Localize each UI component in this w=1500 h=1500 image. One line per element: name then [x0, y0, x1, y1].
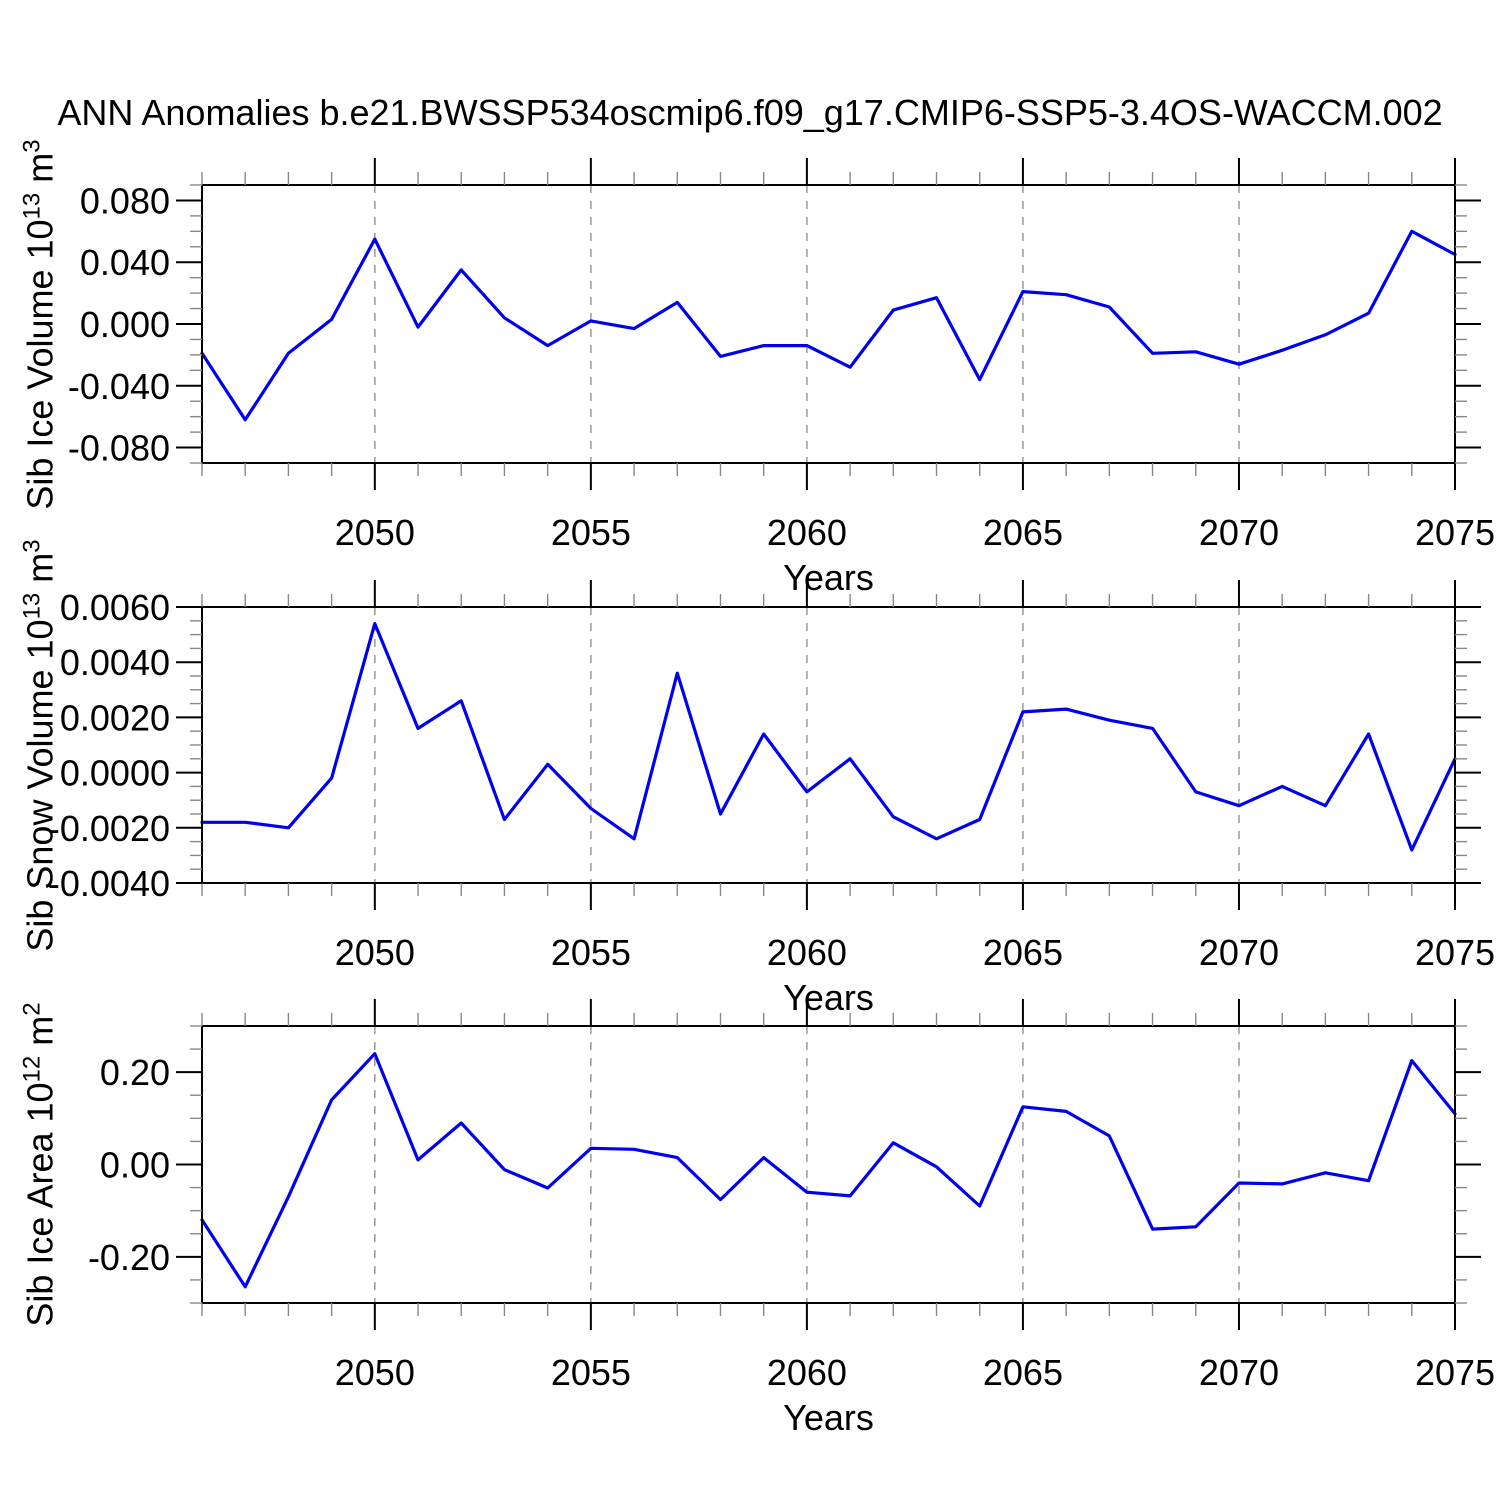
svg-text:2055: 2055 — [551, 932, 631, 973]
svg-text:2050: 2050 — [335, 1352, 415, 1393]
svg-text:2075: 2075 — [1415, 1352, 1495, 1393]
data-line-1 — [200, 621, 1457, 852]
panel-1: 0.0060 0.0040 0.0020 0.0000 -0.0020 -0.0040 20… — [48, 580, 1495, 1018]
svg-text:-0.20: -0.20 — [88, 1237, 170, 1278]
svg-text:2060: 2060 — [767, 1352, 847, 1393]
svg-text:2065: 2065 — [983, 932, 1063, 973]
svg-text:2075: 2075 — [1415, 512, 1495, 553]
svg-text:0.0060: 0.0060 — [60, 587, 170, 628]
data-line-0 — [200, 229, 1457, 422]
svg-text:2070: 2070 — [1199, 932, 1279, 973]
svg-text:Years: Years — [783, 1397, 874, 1438]
svg-text:2065: 2065 — [983, 512, 1063, 553]
svg-text:2050: 2050 — [335, 932, 415, 973]
svg-text:-0.080: -0.080 — [68, 428, 170, 469]
svg-text:0.0040: 0.0040 — [60, 642, 170, 683]
data-line-2 — [200, 1052, 1457, 1289]
svg-text:2065: 2065 — [983, 1352, 1063, 1393]
svg-text:-0.0020: -0.0020 — [48, 808, 170, 849]
svg-text:Years: Years — [783, 977, 874, 1018]
svg-text:0.040: 0.040 — [80, 242, 170, 283]
svg-text:2070: 2070 — [1199, 1352, 1279, 1393]
svg-text:Years: Years — [783, 557, 874, 598]
y-axis-title-2: Sib Ice Area 1012 m2 — [18, 1002, 61, 1327]
panel-0: 0.080 0.040 0.000 -0.040 -0.080 2050 2055 2060 2… — [68, 158, 1495, 598]
svg-text:2055: 2055 — [551, 512, 631, 553]
svg-text:2060: 2060 — [767, 512, 847, 553]
svg-text:2070: 2070 — [1199, 512, 1279, 553]
svg-text:2060: 2060 — [767, 932, 847, 973]
svg-text:2055: 2055 — [551, 1352, 631, 1393]
y-axis-title-0: Sib Ice Volume 1013 m3 — [18, 138, 61, 510]
svg-text:0.20: 0.20 — [100, 1052, 170, 1093]
svg-text:0.000: 0.000 — [80, 304, 170, 345]
svg-text:0.00: 0.00 — [100, 1145, 170, 1186]
svg-text:2050: 2050 — [335, 512, 415, 553]
panel-2: 0.20 0.00 -0.20 2050 2055 2060 2065 2070 2075 Yea… — [88, 999, 1495, 1438]
svg-text:0.0020: 0.0020 — [60, 697, 170, 738]
svg-text:-0.0040: -0.0040 — [48, 863, 170, 904]
svg-text:0.0000: 0.0000 — [60, 753, 170, 794]
y-axis-title-1: Sib Snow Volume 1013 m3 — [18, 538, 61, 952]
chart-title: ANN Anomalies b.e21.BWSSP534oscmip6.f09_… — [57, 92, 1443, 133]
svg-text:0.080: 0.080 — [80, 180, 170, 221]
svg-text:-0.040: -0.040 — [68, 366, 170, 407]
svg-text:2075: 2075 — [1415, 932, 1495, 973]
